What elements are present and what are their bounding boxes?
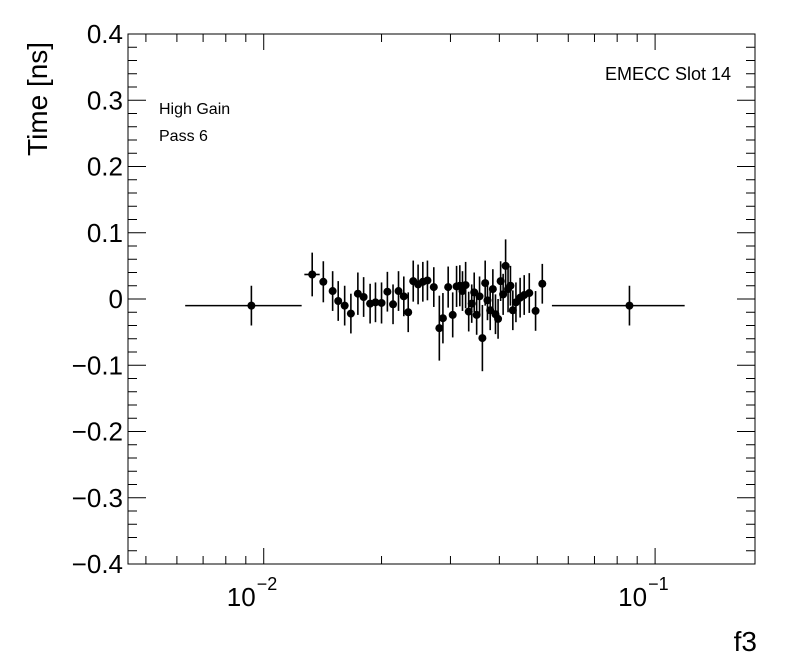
point-marker [472, 310, 481, 319]
data-point [531, 291, 540, 331]
data-point [404, 292, 413, 333]
point-marker [383, 287, 392, 296]
point-marker [448, 310, 457, 319]
point-marker [488, 285, 497, 294]
y-tick-label: −0.2 [72, 417, 123, 447]
data-point [394, 271, 403, 311]
data-point [494, 299, 503, 339]
point-marker [531, 306, 540, 315]
point-marker [464, 307, 473, 316]
data-point [472, 295, 481, 335]
y-tick-label: 0.1 [87, 218, 123, 248]
point-marker [435, 324, 444, 333]
data-point [464, 291, 473, 332]
point-marker [394, 287, 403, 296]
point-marker [494, 314, 503, 323]
y-tick-label: 0.4 [87, 19, 123, 49]
point-marker [506, 281, 515, 290]
y-tick-labels: 0.4 0.3 0.2 0.1 0 −0.1 −0.2 −0.3 −0.4 [72, 19, 123, 579]
x-tick-labels: 10 −2 10 −1 [227, 574, 669, 612]
data-point [444, 266, 453, 308]
x-axis-title: f3 [734, 626, 757, 657]
data-points [185, 239, 685, 372]
point-marker [247, 301, 256, 310]
data-point [525, 273, 534, 313]
annotation-pass: Pass 6 [159, 128, 208, 145]
x-tick-label-base: 10 [618, 582, 647, 612]
point-marker [319, 277, 328, 286]
data-point [438, 293, 447, 344]
point-marker [508, 306, 517, 315]
axis-ticks [128, 33, 755, 565]
point-marker [458, 287, 467, 296]
annotation-gain: High Gain [159, 101, 230, 118]
data-point [435, 295, 444, 361]
point-marker [525, 289, 534, 298]
point-marker [346, 309, 355, 318]
point-marker [429, 283, 438, 292]
data-point [551, 285, 685, 326]
data-point [448, 292, 457, 338]
y-tick-label: −0.1 [72, 350, 123, 380]
y-tick-label: 0.2 [87, 152, 123, 182]
y-tick-label: 0.3 [87, 85, 123, 115]
point-marker [438, 314, 447, 323]
data-point [478, 304, 487, 372]
data-point [538, 263, 547, 304]
point-marker [538, 279, 547, 288]
point-marker [423, 276, 432, 285]
data-point [334, 281, 343, 321]
data-point [185, 285, 302, 326]
data-point [359, 277, 368, 317]
point-marker [625, 301, 634, 310]
data-point [423, 260, 432, 301]
data-point [371, 282, 380, 323]
data-point [475, 276, 484, 317]
x-tick-label: 10 −1 [618, 574, 668, 612]
x-tick-label: 10 −2 [227, 574, 277, 612]
point-marker [340, 301, 349, 310]
point-marker [444, 283, 453, 292]
y-tick-label: 0 [109, 284, 123, 314]
point-marker [377, 298, 386, 307]
point-marker [389, 300, 398, 309]
point-marker [334, 296, 343, 305]
data-point [346, 293, 355, 334]
data-point [458, 271, 467, 311]
y-tick-label: −0.3 [72, 483, 123, 513]
data-point [461, 261, 470, 309]
data-point [304, 252, 320, 297]
x-tick-label-exponent: −2 [257, 574, 278, 594]
point-marker [404, 308, 413, 317]
point-marker [308, 270, 317, 279]
point-marker [399, 292, 408, 301]
data-point [389, 284, 398, 325]
data-point [508, 290, 517, 331]
data-point [506, 265, 515, 306]
data-point [353, 272, 362, 315]
point-marker [478, 334, 487, 343]
data-point [429, 267, 438, 307]
data-point [328, 271, 337, 311]
y-tick-label: −0.4 [72, 549, 123, 579]
data-point [399, 276, 408, 317]
data-point [319, 261, 328, 303]
data-point [377, 282, 386, 324]
point-marker [475, 292, 484, 301]
x-tick-label-exponent: −1 [648, 574, 669, 594]
data-point [488, 269, 497, 309]
point-marker [461, 281, 470, 290]
data-point [383, 271, 392, 312]
point-marker [371, 298, 380, 307]
x-tick-label-base: 10 [227, 582, 256, 612]
y-axis-title: Time [ns] [22, 42, 53, 156]
data-point [340, 285, 349, 326]
point-marker [328, 287, 337, 296]
annotation-top-right: EMECC Slot 14 [605, 64, 731, 84]
point-marker [359, 293, 368, 302]
